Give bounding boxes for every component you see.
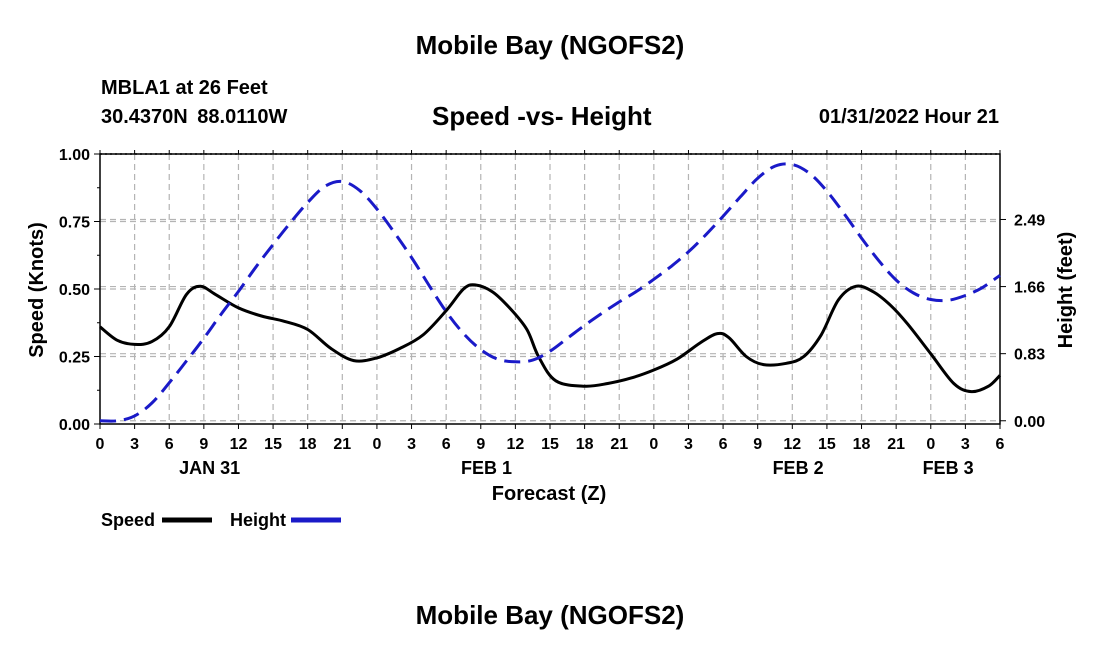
series: [99, 162, 1002, 423]
right-axis-label: Height (feet): [1055, 232, 1077, 349]
footer-title: Mobile Bay (NGOFS2): [415, 600, 685, 630]
y-right-tick-label: 2.49: [1014, 212, 1045, 229]
forecast-datetime: 01/31/2022 Hour 21: [818, 106, 999, 128]
x-tick-label: 21: [887, 436, 905, 453]
x-tick-label: 6: [165, 436, 174, 453]
date-label: FEB 3: [923, 458, 974, 478]
x-tick-label: 3: [961, 436, 970, 453]
x-tick-label: 9: [753, 436, 762, 453]
height-series-line: [99, 162, 1001, 423]
x-tick-label: 9: [199, 436, 208, 453]
y-left-tick-label: 0.75: [59, 215, 90, 232]
x-tick-label: 18: [576, 436, 594, 453]
y-left-tick-label: 0.25: [59, 350, 90, 367]
x-tick-label: 0: [372, 436, 381, 453]
legend: Speed Height: [101, 510, 341, 530]
legend-height-label: Height: [230, 510, 286, 530]
x-tick-label: 9: [476, 436, 485, 453]
y-left-tick-label: 0.00: [59, 417, 90, 434]
date-label: JAN 31: [179, 458, 240, 478]
y-right-tick-label: 0.00: [1014, 414, 1045, 431]
x-tick-label: 0: [649, 436, 658, 453]
station-coordinates: 30.4370N 88.0110W: [101, 106, 288, 128]
date-label: FEB 2: [773, 458, 824, 478]
y-right-tick-label: 1.66: [1014, 280, 1045, 297]
date-label: FEB 1: [461, 458, 512, 478]
left-axis-label: Speed (Knots): [26, 222, 48, 358]
x-tick-label: 0: [926, 436, 935, 453]
x-tick-label: 12: [506, 436, 524, 453]
x-tick-label: 3: [130, 436, 139, 453]
y-right-tick-label: 0.83: [1014, 347, 1045, 364]
y-left-tick-label: 0.50: [59, 282, 90, 299]
x-tick-label: 6: [996, 436, 1005, 453]
x-tick-label: 12: [230, 436, 248, 453]
x-tick-label: 3: [407, 436, 416, 453]
x-tick-label: 3: [684, 436, 693, 453]
x-tick-label: 21: [610, 436, 628, 453]
x-tick-label: 6: [719, 436, 728, 453]
x-tick-label: 15: [264, 436, 282, 453]
chart-title: Mobile Bay (NGOFS2): [415, 30, 685, 60]
x-tick-label: 0: [96, 436, 105, 453]
x-tick-label: 6: [442, 436, 451, 453]
x-tick-label: 21: [333, 436, 351, 453]
chart-subtitle: Speed -vs- Height: [432, 101, 652, 131]
x-tick-label: 12: [783, 436, 801, 453]
x-tick-label: 18: [299, 436, 317, 453]
y-left-tick-label: 1.00: [59, 147, 90, 164]
x-tick-label: 18: [853, 436, 871, 453]
station-label: MBLA1 at 26 Feet: [101, 77, 268, 99]
x-tick-label: 15: [541, 436, 559, 453]
x-axis-label: Forecast (Z): [492, 483, 606, 505]
legend-speed-label: Speed: [101, 510, 155, 530]
x-tick-label: 15: [818, 436, 836, 453]
speed-series-line: [99, 283, 1002, 394]
axis-ticks: 0 3 6 9 12 15 18 21 0 3 6 9 12 15 18 21 0 3 6 9 12 15 18 21 0 3 6J…: [59, 147, 1045, 478]
